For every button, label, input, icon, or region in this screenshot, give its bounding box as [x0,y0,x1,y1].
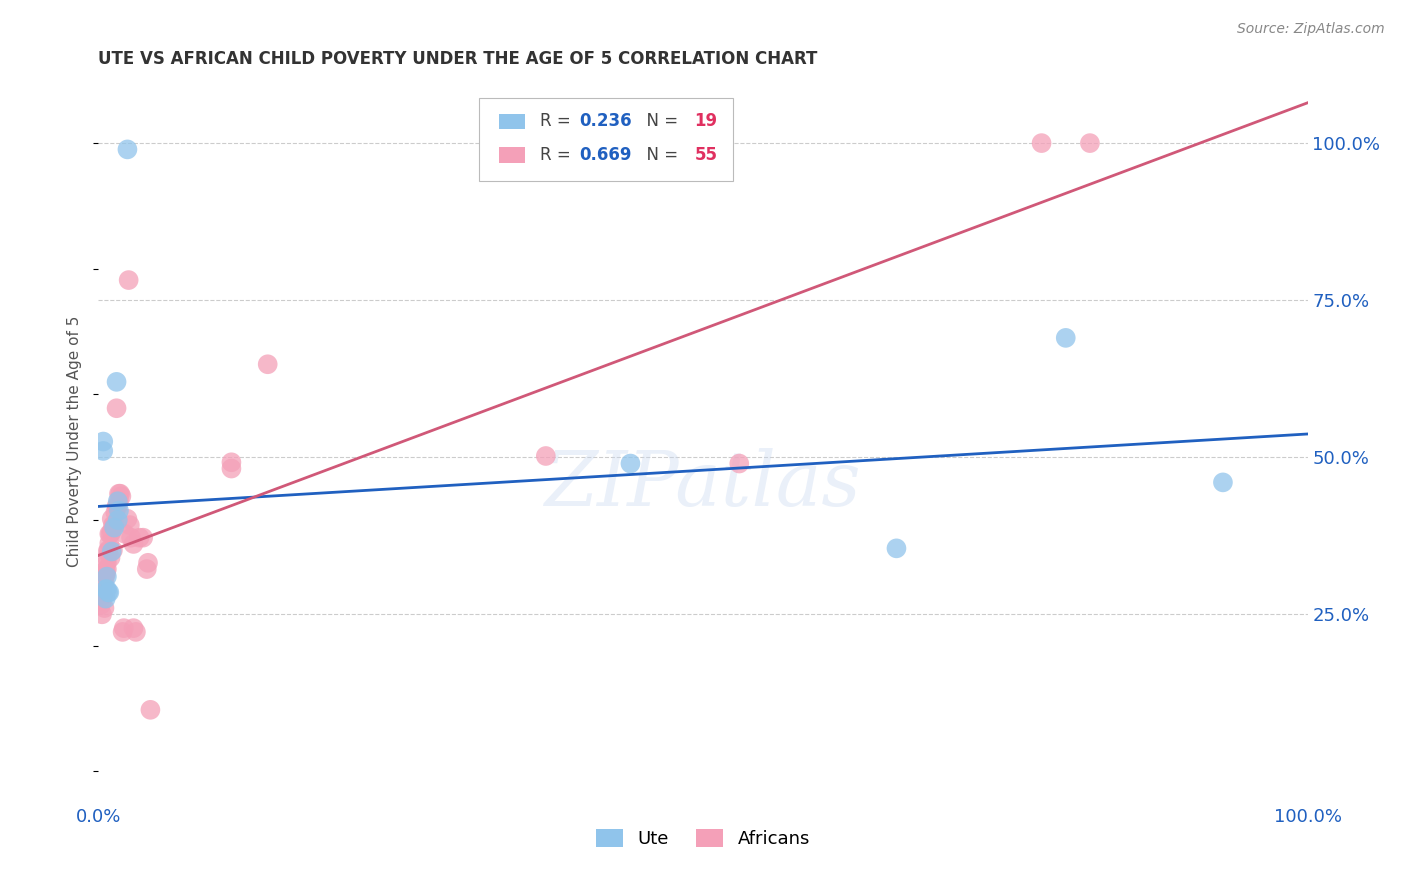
Point [90,589,112,603]
Point [98,536,121,550]
Point [94,582,117,597]
Point [108,486,131,500]
Point [91,589,114,603]
Point [117,142,139,156]
Point [112,621,135,635]
Point [619,457,641,471]
Point [886,541,908,556]
Point [107,494,129,508]
Point [1212,475,1234,490]
Text: 0.236: 0.236 [579,112,633,130]
Point [128,531,150,545]
Point [94,563,117,577]
Point [96,550,118,565]
Point [108,486,131,500]
Y-axis label: Child Poverty Under the Age of 5: Child Poverty Under the Age of 5 [67,316,83,567]
Point [114,527,136,541]
Point [107,500,129,514]
Point [96,582,118,597]
Point [122,621,145,635]
Text: 0.669: 0.669 [579,145,633,164]
Point [1078,136,1101,150]
Point [96,562,118,576]
Point [104,506,127,520]
Text: 19: 19 [695,112,717,130]
Point [94,567,117,582]
Point [125,624,148,639]
Text: UTE VS AFRICAN CHILD POVERTY UNDER THE AGE OF 5 CORRELATION CHART: UTE VS AFRICAN CHILD POVERTY UNDER THE A… [98,50,818,68]
Text: N =: N = [637,145,683,164]
Point [101,543,124,558]
Point [97,543,120,558]
Point [100,527,122,541]
Point [105,401,128,416]
Point [94,591,117,606]
Point [91,578,114,592]
Point [256,357,278,371]
Point [91,444,114,458]
Point [118,273,141,287]
Point [98,585,121,599]
Point [91,593,114,607]
Point [132,531,155,545]
Point [108,493,131,508]
Point [117,512,139,526]
FancyBboxPatch shape [499,113,526,129]
Point [105,500,128,514]
Point [103,518,125,533]
Point [110,489,132,503]
Point [100,524,122,539]
Point [105,375,128,389]
Point [139,703,162,717]
Point [221,455,243,469]
Legend: Ute, Africans: Ute, Africans [589,822,817,855]
Text: N =: N = [637,112,683,130]
FancyBboxPatch shape [499,147,526,162]
Point [91,434,114,449]
Text: R =: R = [540,112,576,130]
Point [118,518,141,533]
Point [96,556,118,570]
Point [221,461,243,475]
Text: ZIPatlas: ZIPatlas [544,448,862,522]
Point [90,598,112,612]
Point [100,544,122,558]
Point [100,550,122,565]
Text: Source: ZipAtlas.com: Source: ZipAtlas.com [1237,22,1385,37]
Point [1054,331,1077,345]
Point [94,566,117,581]
Point [93,574,115,589]
FancyBboxPatch shape [479,98,734,181]
Point [100,512,122,526]
Point [728,457,751,471]
Point [101,518,124,533]
Point [122,537,145,551]
Point [1031,136,1053,150]
Point [111,624,134,639]
Point [93,601,115,615]
Point [98,527,121,541]
Point [97,544,120,558]
Point [120,531,142,545]
Point [96,569,118,583]
Point [107,513,129,527]
Point [97,585,120,599]
Text: 55: 55 [695,145,717,164]
Text: R =: R = [540,145,576,164]
Point [91,607,114,622]
Point [108,503,131,517]
Point [534,449,557,463]
Point [103,520,125,534]
Point [135,562,157,576]
Point [136,556,159,570]
